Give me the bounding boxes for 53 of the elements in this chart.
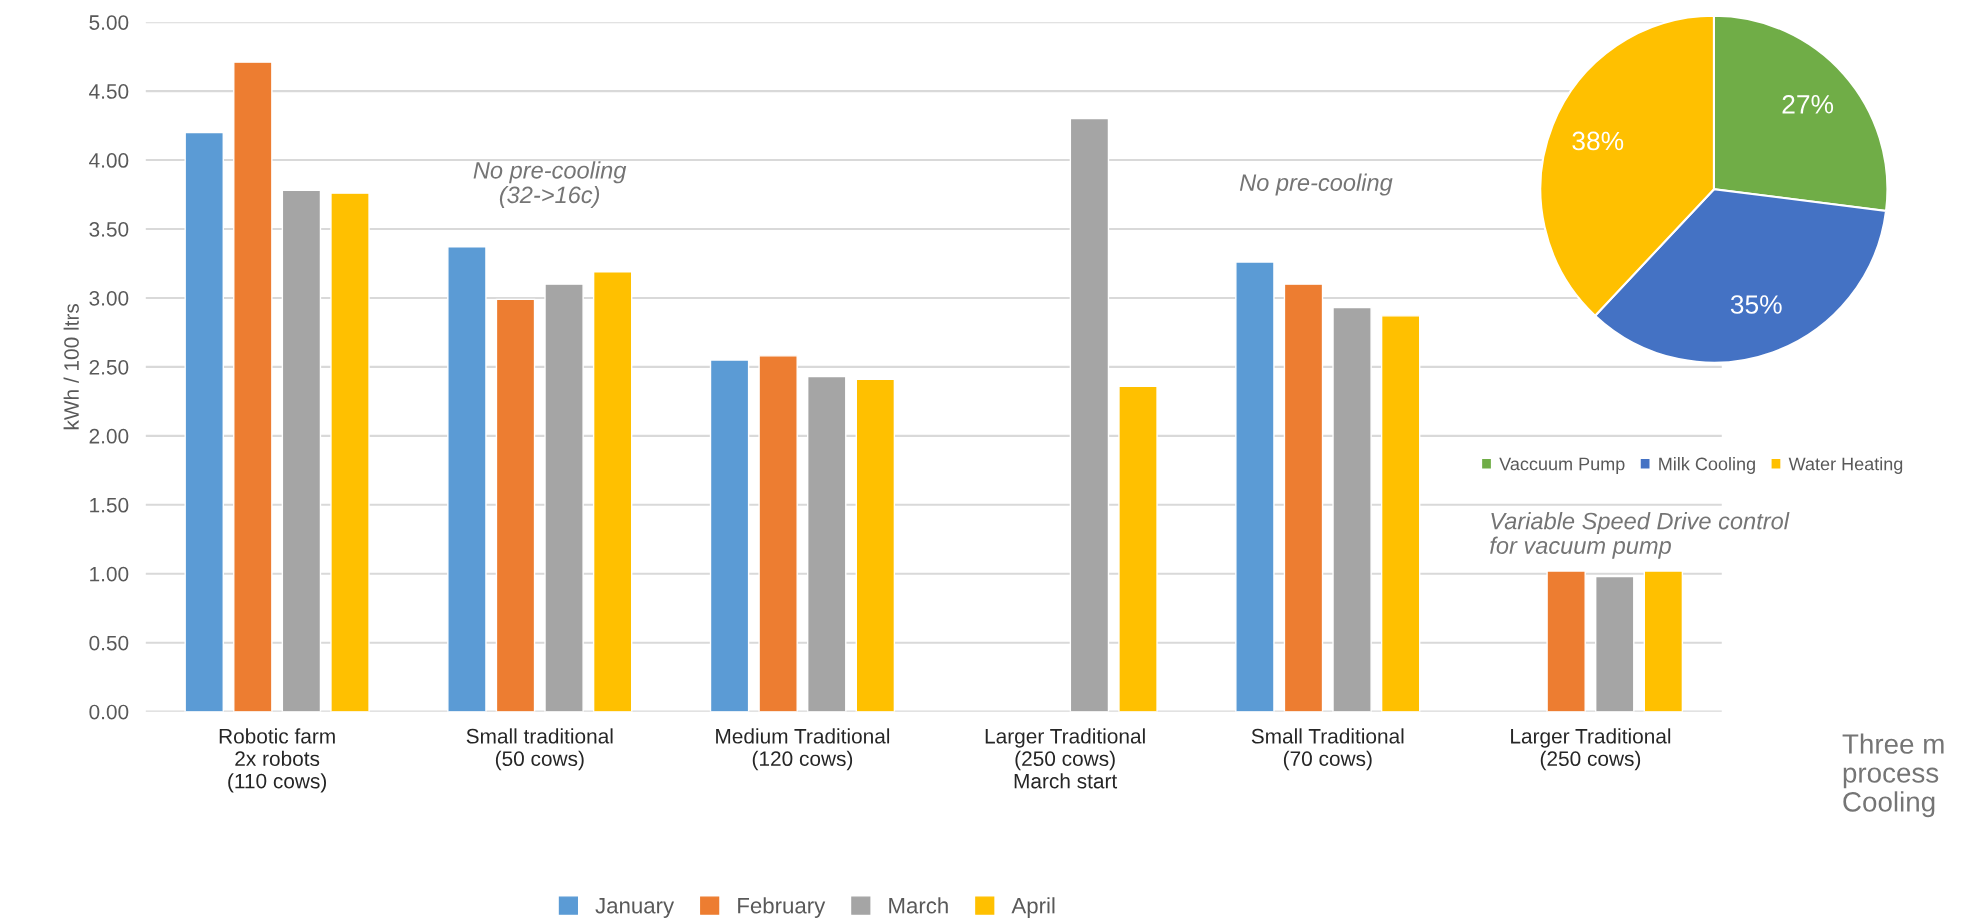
y-tick-label: 1.50 [90,497,129,513]
y-tick-label: 3.50 [89,222,129,237]
x-tick-label: Medium Traditional (120 cows) [716,728,890,771]
y-tick-label: 4.50 [89,84,129,99]
bar [1643,570,1684,712]
bar [447,246,487,712]
bar [1283,283,1324,712]
y-tick-label: 5.00 [89,15,129,30]
legend-label: April [1011,897,1055,918]
y-axis-title: kWh / 100 ltrs [63,303,79,430]
y-tick-label: 0.50 [89,635,129,651]
bar [1069,117,1110,712]
data-label: 38% [1572,131,1624,151]
bar [544,283,584,712]
bar [184,131,224,712]
x-tick-label: Larger Traditional (250 cows) [1511,728,1671,771]
annotation: No pre-cooling [1239,173,1393,196]
x-tick-label: Larger Traditional (250 cows) March start [985,728,1145,789]
bar [330,192,370,712]
bar [855,378,896,712]
bar [1118,385,1158,712]
bar [592,271,633,712]
y-tick-label: 2.00 [89,428,129,444]
legend-label: Water Heating [1788,457,1903,474]
annotation: No pre-cooling (32->16c) [473,161,627,208]
y-tick-label: 4.00 [89,153,129,168]
y-tick-label: 0.00 [89,704,129,720]
bar [1595,575,1635,712]
y-tick-label: 3.00 [89,290,129,306]
x-tick-label: Small Traditional (70 cows) [1251,728,1404,771]
bar [1235,261,1275,712]
legend-label: March [889,897,948,914]
bar [807,375,847,712]
legend-label: January [595,898,675,918]
y-tick-label: 2.50 [89,359,129,375]
bar [495,298,536,712]
bar [1380,315,1421,712]
bar [709,359,750,712]
x-tick-label: Small traditional (50 cows) [466,728,613,771]
bar [281,189,322,712]
legend-label: February [738,897,826,918]
annotation: Variable Speed Drive control for vacuum pump [1490,512,1790,559]
x-tick-label: Robotic farm 2x robots (110 cows) [219,728,335,793]
data-label: 27% [1782,94,1834,114]
legend-label: Milk Cooling [1659,457,1755,474]
text: Three m process Cooling [1842,733,1944,818]
legend-label: Vaccuum Pump [1499,457,1625,474]
bar [233,61,273,712]
bar [1546,570,1586,712]
data-label: 35% [1730,295,1782,314]
bar [758,355,798,712]
bar [1332,306,1372,712]
y-tick-label: 1.00 [90,566,129,582]
